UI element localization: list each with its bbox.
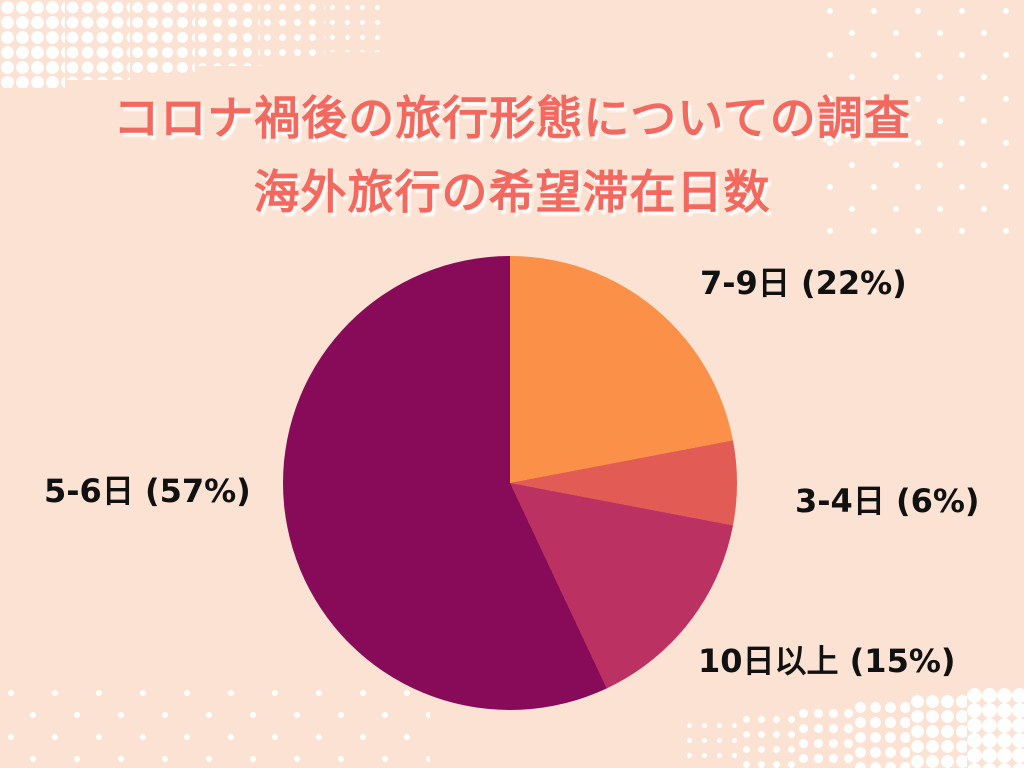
halftone-band <box>910 694 967 768</box>
pie-label-7-9days: 7-9日 (22%) <box>700 264 907 302</box>
pie-label-5-6days: 5-6日 (57%) <box>44 472 251 510</box>
halftone-band <box>325 0 390 52</box>
halftone-band <box>65 0 130 80</box>
halftone-band <box>260 0 325 59</box>
pie-label-10plus-days: 10日以上 (15%) <box>698 642 956 680</box>
scatter-dots-bottom-left <box>0 682 430 768</box>
page-title: コロナ禍後の旅行形態についての調査 <box>113 91 911 145</box>
halftone-dots-bottom-right <box>682 686 1024 768</box>
page-subtitle: 海外旅行の希望滞在日数 <box>253 165 771 219</box>
halftone-band <box>796 706 853 768</box>
halftone-band <box>0 0 65 88</box>
halftone-band <box>853 700 910 768</box>
halftone-band <box>739 712 796 768</box>
halftone-band <box>967 688 1024 768</box>
pie-label-3-4days: 3-4日 (6%) <box>795 482 980 520</box>
halftone-band <box>682 718 739 768</box>
halftone-band <box>195 0 260 66</box>
pie-chart <box>283 256 737 710</box>
halftone-dots-top-left <box>0 0 390 88</box>
halftone-band <box>130 0 195 73</box>
